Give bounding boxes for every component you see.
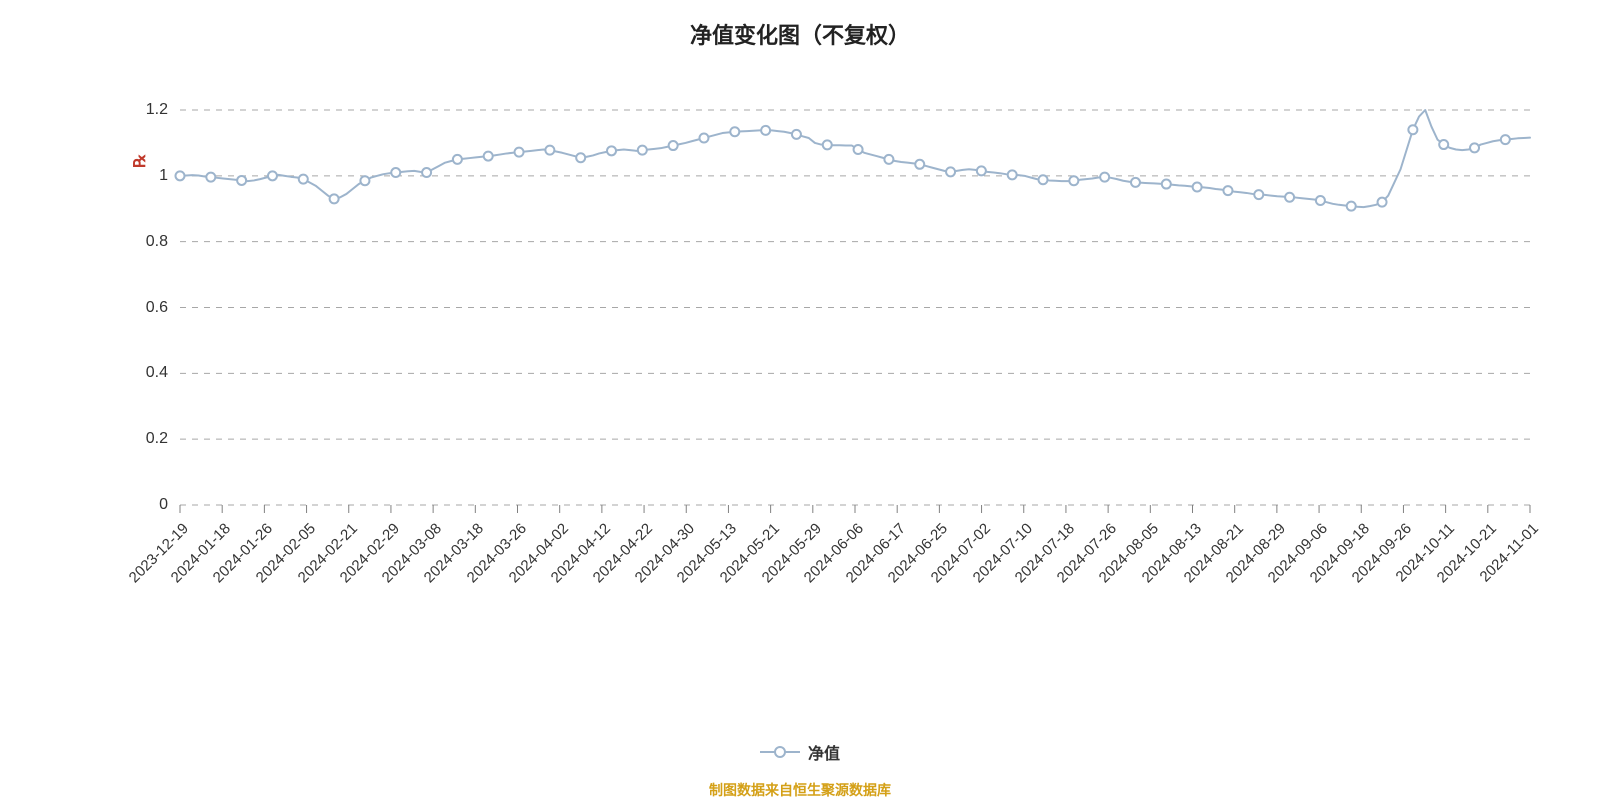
y-tick-label: 0.6 [146, 299, 168, 317]
chart-plot-area [0, 0, 1600, 800]
y-tick-label: 1.2 [146, 101, 168, 119]
y-tick-label: 0.8 [146, 233, 168, 251]
data-source-attribution: 制图数据来自恒生聚源数据库 [0, 780, 1600, 800]
legend-marker-icon [760, 745, 800, 759]
y-tick-label: 0 [159, 496, 168, 514]
legend-label: 净值 [808, 740, 840, 764]
y-tick-label: 0.4 [146, 364, 168, 382]
chart-legend: 净值 [760, 740, 840, 764]
y-tick-label: 1 [159, 167, 168, 185]
chart-root: 净值变化图（不复权） ℞ 00.20.40.60.811.2 2023-12-1… [0, 0, 1600, 800]
y-tick-label: 0.2 [146, 430, 168, 448]
